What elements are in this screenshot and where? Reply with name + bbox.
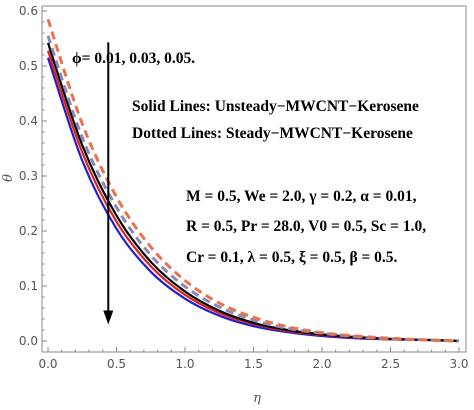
x-tick-label: 2.0	[312, 357, 331, 371]
y-tick-label: 0.1	[19, 279, 38, 293]
x-axis-label: η	[253, 391, 261, 406]
y-tick-label: 0.6	[19, 4, 38, 18]
x-tick-label: 1.0	[175, 357, 194, 371]
params-line-3: Cr = 0.1, λ = 0.5, ξ = 0.5, β = 0.5.	[186, 249, 398, 266]
y-tick-label: 0.2	[19, 224, 38, 238]
y-tick-label: 0.3	[19, 169, 38, 183]
params-line-1: M = 0.5, We = 2.0, γ = 0.2, α = 0.01,	[186, 188, 417, 205]
x-tick-label: 3.0	[449, 357, 468, 371]
phi-arrow	[103, 42, 114, 325]
series-layer	[46, 18, 460, 343]
params-line-2: R = 0.5, Pr = 28.0, V0 = 0.5, Sc = 1.0,	[186, 218, 426, 235]
y-tick-label: 0.0	[19, 334, 38, 348]
arrow-head	[103, 310, 114, 325]
x-tick-label: 2.5	[381, 357, 400, 371]
solid-lines-note: Solid Lines: Unsteady−MWCNT−Kerosene	[132, 98, 419, 115]
y-tick-label: 0.4	[19, 114, 38, 128]
y-axis-label: θ	[1, 174, 16, 182]
x-tick-label: 0.0	[38, 357, 57, 371]
y-tick-label: 0.5	[19, 59, 38, 73]
x-tick-label: 0.5	[107, 357, 126, 371]
phi-annotation: ϕ= 0.01, 0.03, 0.05.	[72, 50, 195, 67]
x-tick-label: 1.5	[244, 357, 263, 371]
dotted-series-line-5	[46, 18, 460, 343]
ticks: 0.0 0.5 1.0 1.5 2.0 2.5 3.0 0.0 0.1 0.2 0.3 0.4 0.5 0…	[19, 4, 469, 371]
dotted-lines-note: Dotted Lines: Steady−MWCNT−Kerosene	[132, 125, 413, 142]
